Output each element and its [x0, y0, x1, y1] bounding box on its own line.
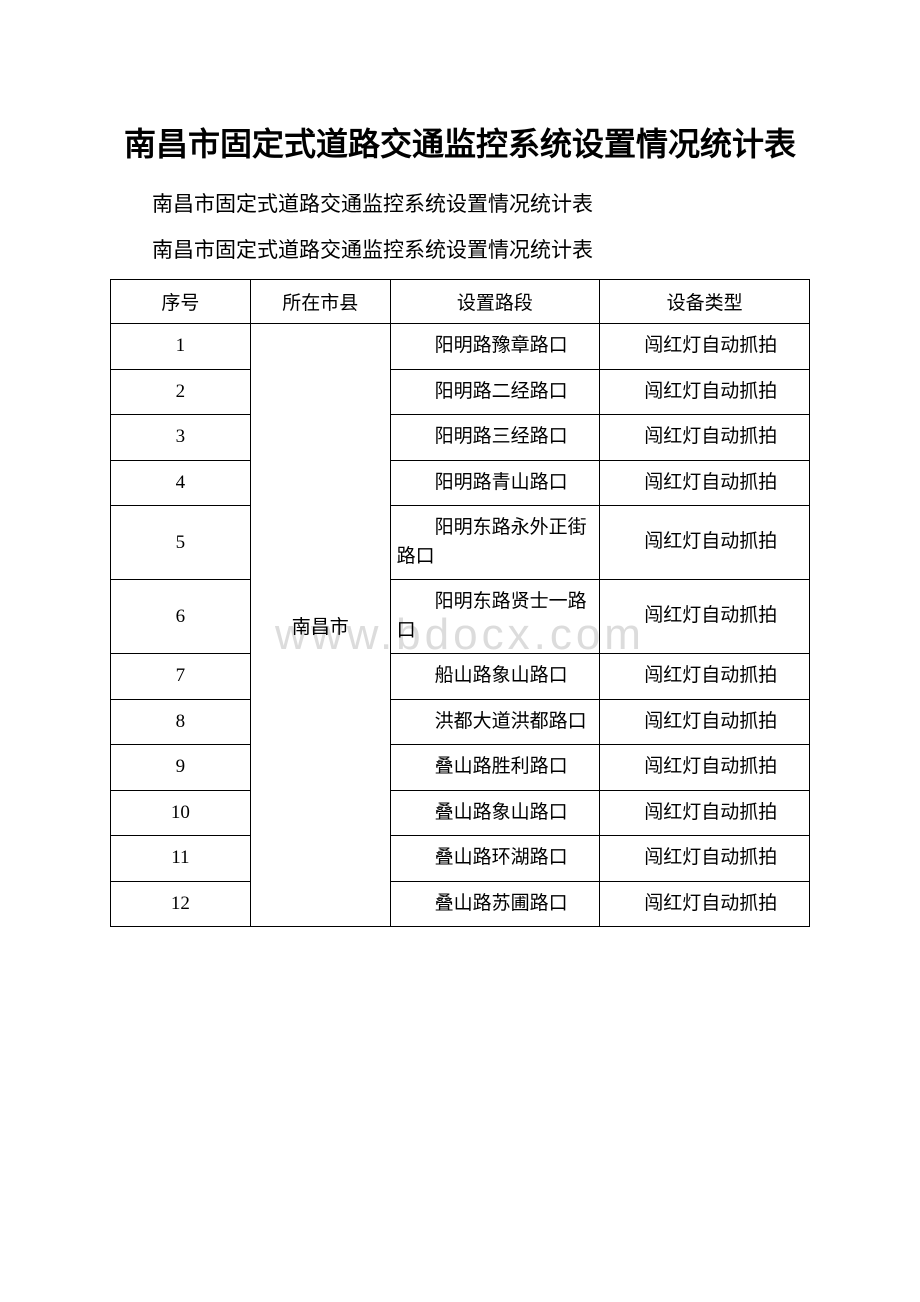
- cell-type: 闯红灯自动抓拍: [600, 460, 810, 506]
- cell-seq: 11: [111, 836, 251, 882]
- table-row: 12 叠山路苏圃路口 闯红灯自动抓拍: [111, 881, 810, 927]
- cell-seq: 10: [111, 790, 251, 836]
- cell-type: 闯红灯自动抓拍: [600, 699, 810, 745]
- cell-location: 叠山路象山路口: [390, 790, 600, 836]
- header-city: 所在市县: [250, 280, 390, 324]
- cell-type: 闯红灯自动抓拍: [600, 324, 810, 370]
- subtitle-line-1: 南昌市固定式道路交通监控系统设置情况统计表: [110, 188, 810, 222]
- cell-location: 洪都大道洪都路口: [390, 699, 600, 745]
- monitoring-table: 序号 所在市县 设置路段 设备类型 1 南昌市 阳明路豫章路口 闯红灯自动抓拍 …: [110, 279, 810, 927]
- table-row: 2 阳明路二经路口 闯红灯自动抓拍: [111, 369, 810, 415]
- table-row: 8 洪都大道洪都路口 闯红灯自动抓拍: [111, 699, 810, 745]
- header-seq: 序号: [111, 280, 251, 324]
- cell-location: 阳明路三经路口: [390, 415, 600, 461]
- cell-location: 阳明路青山路口: [390, 460, 600, 506]
- table-row: 10 叠山路象山路口 闯红灯自动抓拍: [111, 790, 810, 836]
- cell-type: 闯红灯自动抓拍: [600, 415, 810, 461]
- cell-type: 闯红灯自动抓拍: [600, 836, 810, 882]
- cell-type: 闯红灯自动抓拍: [600, 506, 810, 580]
- table-row: 5 阳明东路永外正街路口 闯红灯自动抓拍: [111, 506, 810, 580]
- table-row: 4 阳明路青山路口 闯红灯自动抓拍: [111, 460, 810, 506]
- cell-seq: 12: [111, 881, 251, 927]
- cell-seq: 1: [111, 324, 251, 370]
- page-title: 南昌市固定式道路交通监控系统设置情况统计表: [110, 120, 810, 168]
- table-row: 1 南昌市 阳明路豫章路口 闯红灯自动抓拍: [111, 324, 810, 370]
- table-header-row: 序号 所在市县 设置路段 设备类型: [111, 280, 810, 324]
- cell-seq: 8: [111, 699, 251, 745]
- header-type: 设备类型: [600, 280, 810, 324]
- cell-location: 叠山路苏圃路口: [390, 881, 600, 927]
- cell-location: 阳明东路贤士一路口: [390, 580, 600, 654]
- table-body: 1 南昌市 阳明路豫章路口 闯红灯自动抓拍 2 阳明路二经路口 闯红灯自动抓拍 …: [111, 324, 810, 927]
- cell-type: 闯红灯自动抓拍: [600, 580, 810, 654]
- cell-seq: 6: [111, 580, 251, 654]
- cell-location: 阳明路二经路口: [390, 369, 600, 415]
- cell-location: 阳明东路永外正街路口: [390, 506, 600, 580]
- cell-location: 叠山路胜利路口: [390, 745, 600, 791]
- table-row: 11 叠山路环湖路口 闯红灯自动抓拍: [111, 836, 810, 882]
- cell-seq: 4: [111, 460, 251, 506]
- cell-location: 叠山路环湖路口: [390, 836, 600, 882]
- table-row: 7 船山路象山路口 闯红灯自动抓拍: [111, 654, 810, 700]
- cell-location: 船山路象山路口: [390, 654, 600, 700]
- table-row: 3 阳明路三经路口 闯红灯自动抓拍: [111, 415, 810, 461]
- cell-city-merged: 南昌市: [250, 324, 390, 927]
- cell-type: 闯红灯自动抓拍: [600, 369, 810, 415]
- cell-seq: 5: [111, 506, 251, 580]
- subtitle-line-2: 南昌市固定式道路交通监控系统设置情况统计表: [110, 234, 810, 268]
- cell-location: 阳明路豫章路口: [390, 324, 600, 370]
- cell-type: 闯红灯自动抓拍: [600, 654, 810, 700]
- cell-seq: 3: [111, 415, 251, 461]
- cell-seq: 9: [111, 745, 251, 791]
- table-row: 9 叠山路胜利路口 闯红灯自动抓拍: [111, 745, 810, 791]
- cell-type: 闯红灯自动抓拍: [600, 745, 810, 791]
- document-content: 南昌市固定式道路交通监控系统设置情况统计表 南昌市固定式道路交通监控系统设置情况…: [110, 120, 810, 927]
- table-row: 6 阳明东路贤士一路口 闯红灯自动抓拍: [111, 580, 810, 654]
- cell-type: 闯红灯自动抓拍: [600, 790, 810, 836]
- cell-seq: 7: [111, 654, 251, 700]
- cell-seq: 2: [111, 369, 251, 415]
- cell-type: 闯红灯自动抓拍: [600, 881, 810, 927]
- header-location: 设置路段: [390, 280, 600, 324]
